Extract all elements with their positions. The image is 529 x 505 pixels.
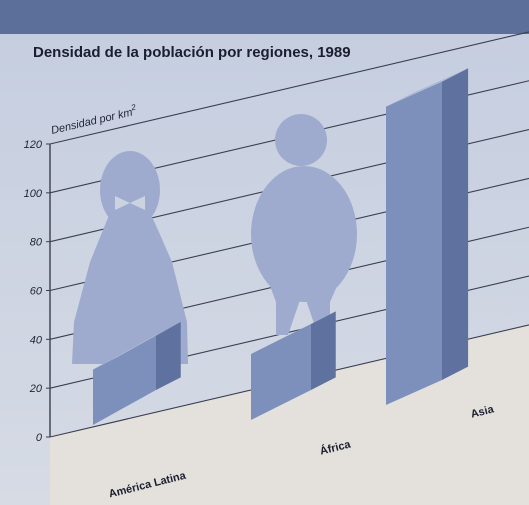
girl-bow-icon bbox=[115, 196, 145, 210]
y-axis-label-superscript: 2 bbox=[129, 102, 137, 112]
bars-group bbox=[93, 68, 469, 425]
y-tick-label: 120 bbox=[24, 139, 43, 151]
bar-top-face bbox=[93, 321, 181, 370]
bar bbox=[93, 321, 181, 425]
boy-figure-icon bbox=[251, 114, 357, 335]
y-tick-label: 40 bbox=[30, 334, 43, 346]
bar-top-face bbox=[251, 311, 336, 355]
bar bbox=[386, 68, 469, 406]
y-tick-label: 60 bbox=[30, 286, 43, 298]
bar-front-face bbox=[251, 324, 311, 420]
header-banner bbox=[0, 0, 529, 34]
y-tick-label: 0 bbox=[36, 432, 43, 444]
bar-side-face bbox=[311, 311, 336, 390]
y-tick-label: 20 bbox=[29, 383, 43, 395]
category-label: Asia bbox=[470, 403, 496, 420]
y-tick-labels: 0 20 40 60 80 100 120 bbox=[24, 139, 43, 444]
bar-side-face bbox=[156, 321, 181, 390]
chart-title: Densidad de la población por regiones, 1… bbox=[33, 44, 351, 61]
y-tick-label: 100 bbox=[24, 188, 43, 200]
bar bbox=[251, 311, 336, 420]
bar-front-face bbox=[386, 81, 442, 406]
bar-side-face bbox=[442, 68, 469, 380]
y-tick-label: 80 bbox=[30, 237, 43, 249]
gridline bbox=[49, 31, 529, 145]
bar-front-face bbox=[93, 334, 156, 425]
bar-top-face bbox=[386, 68, 469, 107]
